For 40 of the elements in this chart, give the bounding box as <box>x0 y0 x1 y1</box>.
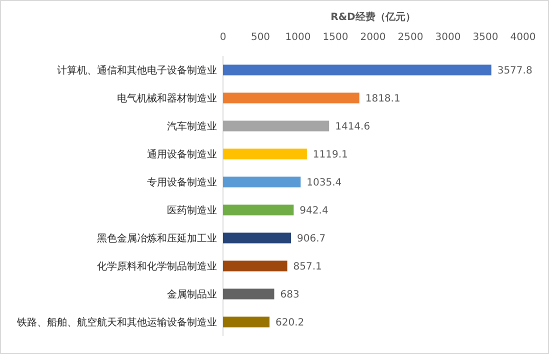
bar <box>223 316 270 328</box>
x-tick-label: 1500 <box>322 32 348 43</box>
bar <box>223 148 307 160</box>
y-tick-label: 医药制造业 <box>167 204 217 216</box>
data-label: 620.2 <box>276 318 304 328</box>
y-tick-label: 通用设备制造业 <box>147 148 217 160</box>
data-label: 906.7 <box>297 234 326 244</box>
y-tick-label: 计算机、通信和其他电子设备制造业 <box>57 64 217 76</box>
bar <box>223 260 288 272</box>
x-tick-label: 4000 <box>510 32 536 43</box>
x-tick-label: 1000 <box>285 32 311 43</box>
bar <box>223 204 294 216</box>
y-tick-label: 铁路、船舶、航空航天和其他运输设备制造业 <box>16 316 217 328</box>
bar <box>223 64 492 76</box>
x-tick-label: 500 <box>250 32 270 43</box>
data-label: 1414.6 <box>335 122 370 132</box>
y-tick-label: 黑色金属冶炼和压延加工业 <box>97 232 217 244</box>
bar <box>223 232 292 244</box>
bar <box>223 120 330 132</box>
x-tick-label: 2500 <box>398 32 424 43</box>
x-tick-label: 2000 <box>360 32 386 43</box>
y-tick-label: 金属制品业 <box>167 288 217 300</box>
x-axis-title: R&D经费（亿元） <box>330 11 416 23</box>
bar <box>223 288 274 300</box>
data-label: 857.1 <box>293 262 322 272</box>
data-label: 3577.8 <box>497 66 532 76</box>
y-tick-label: 专用设备制造业 <box>147 176 217 188</box>
x-tick-label: 3000 <box>435 32 461 43</box>
y-tick-label: 汽车制造业 <box>167 120 217 132</box>
bar <box>223 92 360 104</box>
x-tick-label: 3500 <box>472 32 498 43</box>
data-label: 683 <box>280 290 300 300</box>
data-label: 1035.4 <box>306 178 342 188</box>
bar <box>223 176 301 188</box>
data-label: 1818.1 <box>365 94 400 104</box>
y-tick-label: 电气机械和器材制造业 <box>117 92 217 104</box>
y-tick-label: 化学原料和化学制品制造业 <box>97 260 217 272</box>
x-tick-label: 0 <box>220 32 226 43</box>
data-label: 942.4 <box>300 206 328 216</box>
data-label: 1119.1 <box>312 150 348 160</box>
